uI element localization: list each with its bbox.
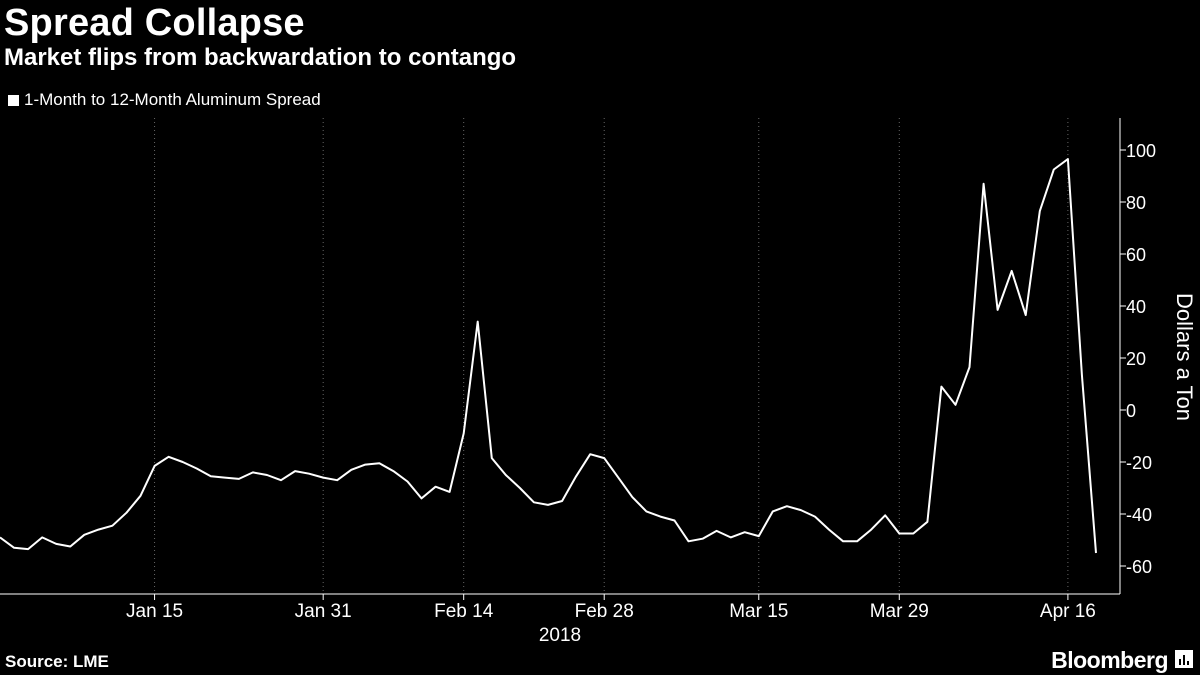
- series-points: [0, 158, 1097, 554]
- source-note: Source: LME: [5, 652, 109, 671]
- y-tick-label: 20: [1126, 349, 1146, 369]
- bloomberg-logo: Bloomberg: [1051, 647, 1168, 673]
- icon-bar: [1179, 659, 1181, 665]
- y-axis-ticks: -60 -40 -20 0 20 40 60 80 100: [1120, 141, 1156, 577]
- icon-bar: [1183, 655, 1185, 665]
- y-axis-label: Dollars a Ton: [1172, 293, 1197, 421]
- x-tick-label: Apr 16: [1040, 601, 1096, 622]
- chart-subtitle: Market flips from backwardation to conta…: [4, 44, 517, 71]
- x-tick-label: Feb 28: [575, 601, 634, 622]
- legend-swatch: [8, 94, 19, 106]
- bloomberg-chart-icon: [1175, 650, 1193, 668]
- x-axis-year-label: 2018: [539, 625, 581, 646]
- y-tick-label: 80: [1126, 193, 1146, 213]
- legend-label: 1-Month to 12-Month Aluminum Spread: [24, 90, 321, 109]
- x-axis-ticks: Jan 15 Jan 31 Feb 14 Feb 28 Mar 15 Mar 29 Apr …: [126, 594, 1096, 622]
- y-tick-label: 100: [1126, 141, 1156, 161]
- y-tick-label: 60: [1126, 245, 1146, 265]
- x-tick-label: Mar 29: [870, 601, 929, 622]
- series-line-aluminum-spread: [0, 158, 1097, 554]
- icon-bar: [1187, 661, 1189, 665]
- x-tick-label: Jan 15: [126, 601, 183, 622]
- y-tick-label: -20: [1126, 453, 1152, 473]
- x-tick-label: Feb 14: [434, 601, 494, 622]
- grid-lines: [154, 118, 1069, 594]
- legend: 1-Month to 12-Month Aluminum Spread: [8, 90, 321, 110]
- y-tick-label: -40: [1126, 505, 1152, 525]
- x-tick-label: Mar 15: [729, 601, 788, 622]
- x-tick-label: Jan 31: [295, 601, 352, 622]
- chart-title: Spread Collapse: [4, 2, 305, 44]
- y-tick-label: 40: [1126, 297, 1146, 317]
- y-tick-label: 0: [1126, 401, 1136, 421]
- y-tick-label: -60: [1126, 557, 1152, 577]
